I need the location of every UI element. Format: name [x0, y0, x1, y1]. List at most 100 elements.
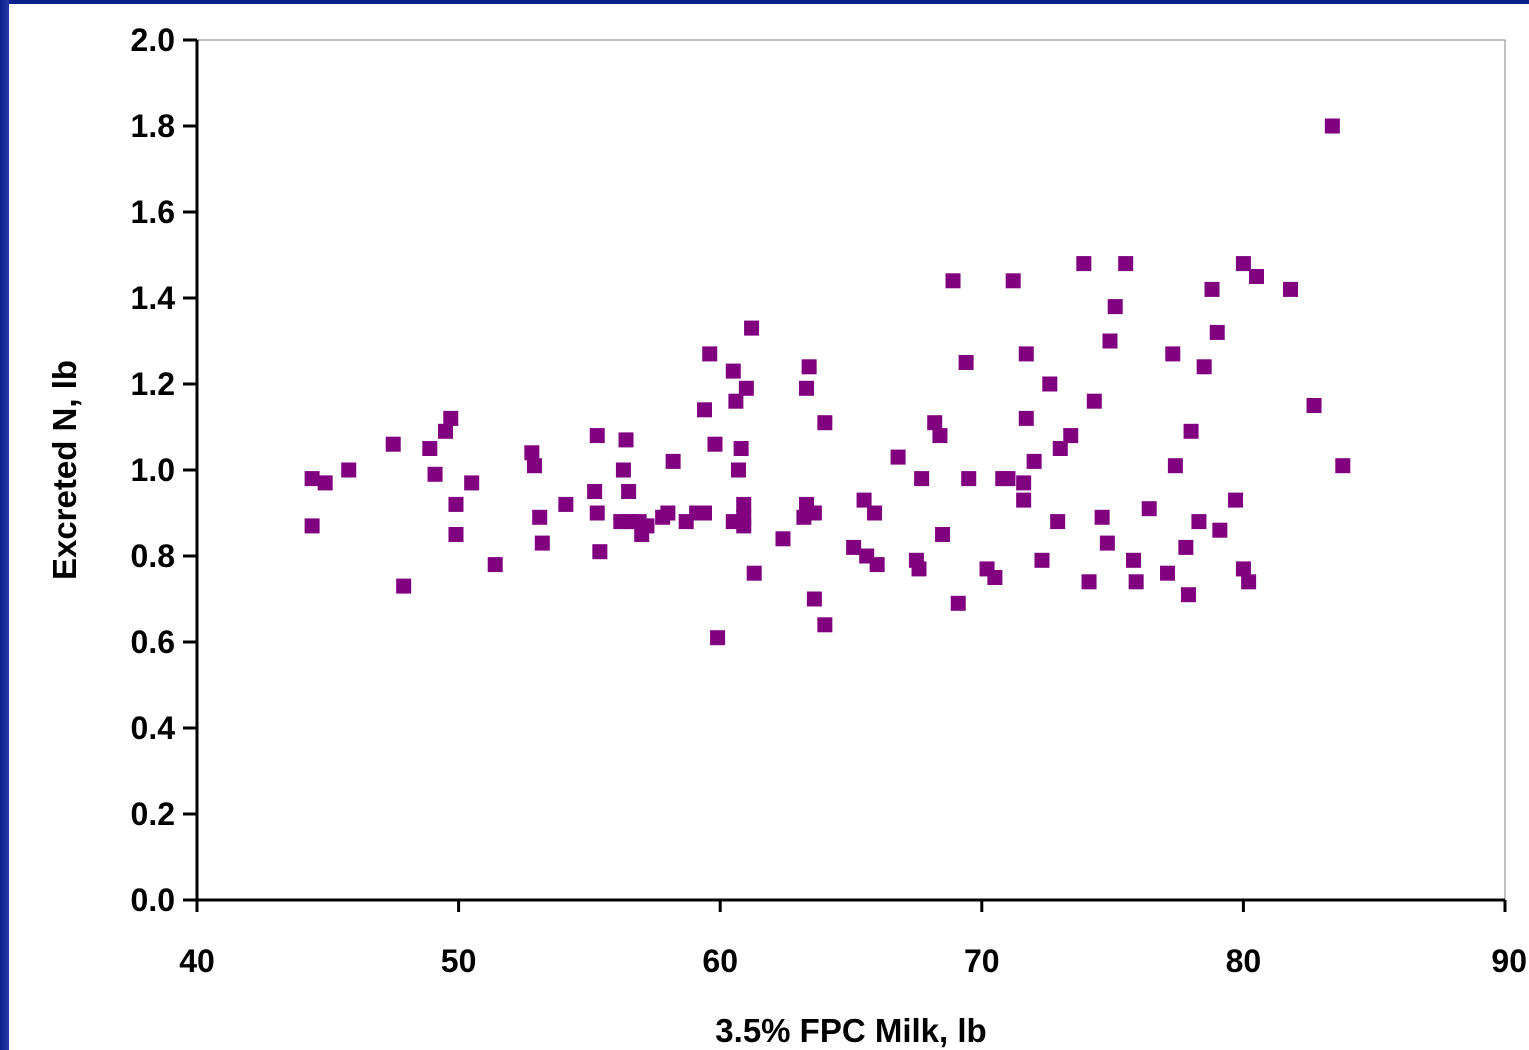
y-tick-label: 0.0	[131, 882, 175, 918]
data-point	[1335, 458, 1351, 474]
data-point	[1050, 514, 1066, 530]
data-point	[1228, 492, 1244, 508]
y-tick-label: 2.0	[131, 22, 175, 58]
y-tick-label: 1.6	[131, 194, 175, 230]
data-point	[856, 492, 872, 508]
data-point	[738, 380, 754, 396]
data-point	[304, 471, 320, 487]
data-point	[639, 518, 655, 534]
data-point	[1026, 453, 1042, 469]
y-tick-label: 0.6	[131, 624, 175, 660]
data-point	[317, 475, 333, 491]
y-tick-label: 1.8	[131, 108, 175, 144]
x-tick-label: 90	[1491, 943, 1527, 979]
data-point	[1063, 428, 1079, 444]
data-point	[443, 410, 459, 426]
data-point	[1196, 359, 1212, 375]
data-point	[448, 527, 464, 542]
data-point	[592, 544, 608, 560]
data-point	[427, 466, 443, 482]
data-point	[702, 346, 718, 362]
data-point	[1107, 299, 1123, 315]
data-point	[524, 445, 540, 461]
data-point	[846, 539, 862, 555]
data-point	[422, 441, 438, 456]
plot-area-border	[196, 39, 1506, 901]
data-point	[987, 570, 1003, 585]
data-point	[1241, 574, 1257, 590]
data-point	[1209, 324, 1225, 340]
data-point	[1016, 475, 1032, 491]
data-point	[744, 320, 760, 336]
data-point	[1235, 561, 1251, 577]
y-tick-label: 1.4	[131, 280, 176, 316]
y-axis-title: Excreted N, lb	[46, 360, 83, 580]
data-point	[1183, 423, 1199, 439]
data-point	[869, 557, 885, 573]
data-point	[385, 436, 401, 452]
data-point	[1102, 333, 1118, 349]
data-point	[1167, 458, 1183, 474]
data-point	[806, 591, 822, 607]
data-point	[1212, 522, 1228, 538]
y-ticks: 0.0 0.2 0.4 0.6 0.8 1.0 1.2 1.4 1.6 1.8 2.0	[131, 22, 197, 918]
data-point	[1118, 256, 1134, 272]
data-point	[1086, 393, 1102, 409]
x-tick-label: 50	[441, 943, 477, 979]
x-axis-title: 3.5% FPC Milk, lb	[715, 1012, 986, 1049]
data-point	[1052, 441, 1068, 456]
data-point	[1160, 565, 1176, 581]
data-point	[890, 449, 906, 465]
data-point	[1324, 118, 1340, 134]
data-point	[341, 462, 357, 478]
data-point	[775, 531, 791, 547]
data-point	[736, 496, 752, 512]
data-point	[707, 436, 723, 452]
data-point	[615, 462, 631, 478]
data-point	[1282, 281, 1298, 297]
data-point	[526, 458, 542, 474]
y-tick-label: 1.2	[131, 366, 175, 402]
data-point	[1248, 269, 1264, 284]
data-point	[806, 505, 822, 521]
data-point	[731, 462, 747, 478]
data-point	[867, 505, 883, 521]
data-point	[746, 565, 762, 581]
x-tick-label: 40	[179, 943, 215, 979]
data-point	[534, 535, 550, 551]
data-point	[618, 432, 634, 448]
data-point	[1180, 587, 1196, 603]
data-point	[589, 428, 605, 444]
x-tick-label: 60	[702, 943, 738, 979]
data-markers	[304, 118, 1351, 646]
data-point	[1018, 410, 1034, 426]
data-point	[935, 527, 951, 542]
data-point	[733, 441, 749, 456]
data-point	[914, 471, 930, 487]
data-point	[304, 518, 320, 534]
y-tick-label: 1.0	[131, 452, 175, 488]
data-point	[697, 505, 713, 521]
data-point	[1235, 256, 1251, 272]
data-point	[621, 484, 637, 499]
data-point	[1018, 346, 1034, 362]
data-point	[1081, 574, 1097, 590]
data-point	[487, 557, 503, 573]
data-point	[817, 617, 833, 633]
x-tick-label: 80	[1226, 943, 1262, 979]
data-point	[532, 509, 548, 525]
data-point	[464, 475, 480, 491]
data-point	[396, 578, 412, 594]
data-point	[660, 505, 676, 521]
data-point	[1094, 509, 1110, 525]
y-tick-label: 0.2	[131, 796, 175, 832]
data-point	[589, 505, 605, 521]
x-ticks: 40 50 60 70 80 90	[179, 900, 1527, 979]
data-point	[1099, 535, 1115, 551]
data-point	[927, 415, 943, 431]
data-point	[1042, 376, 1058, 392]
data-point	[665, 453, 681, 469]
data-point	[587, 484, 603, 499]
data-point	[1191, 514, 1207, 530]
